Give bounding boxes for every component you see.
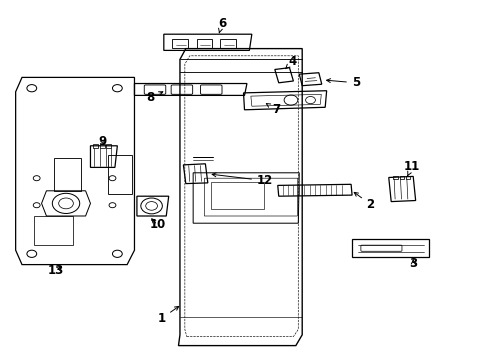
Bar xyxy=(172,39,187,48)
Text: 5: 5 xyxy=(326,76,359,89)
Bar xyxy=(399,176,403,179)
Text: 10: 10 xyxy=(149,219,165,231)
Text: 6: 6 xyxy=(218,17,225,33)
Text: 8: 8 xyxy=(146,91,163,104)
Text: 13: 13 xyxy=(48,264,64,277)
Text: 2: 2 xyxy=(353,192,374,211)
Text: 1: 1 xyxy=(157,306,179,325)
Text: 9: 9 xyxy=(99,135,106,148)
Text: 4: 4 xyxy=(285,55,296,69)
Bar xyxy=(392,176,397,179)
Text: 3: 3 xyxy=(408,257,416,270)
Text: 12: 12 xyxy=(212,173,273,187)
Bar xyxy=(93,144,98,148)
Text: 7: 7 xyxy=(266,103,280,116)
Bar xyxy=(220,39,235,48)
Bar xyxy=(405,176,409,179)
Bar xyxy=(100,144,104,148)
Bar xyxy=(106,144,111,148)
Bar xyxy=(196,39,212,48)
Text: 11: 11 xyxy=(403,160,420,176)
